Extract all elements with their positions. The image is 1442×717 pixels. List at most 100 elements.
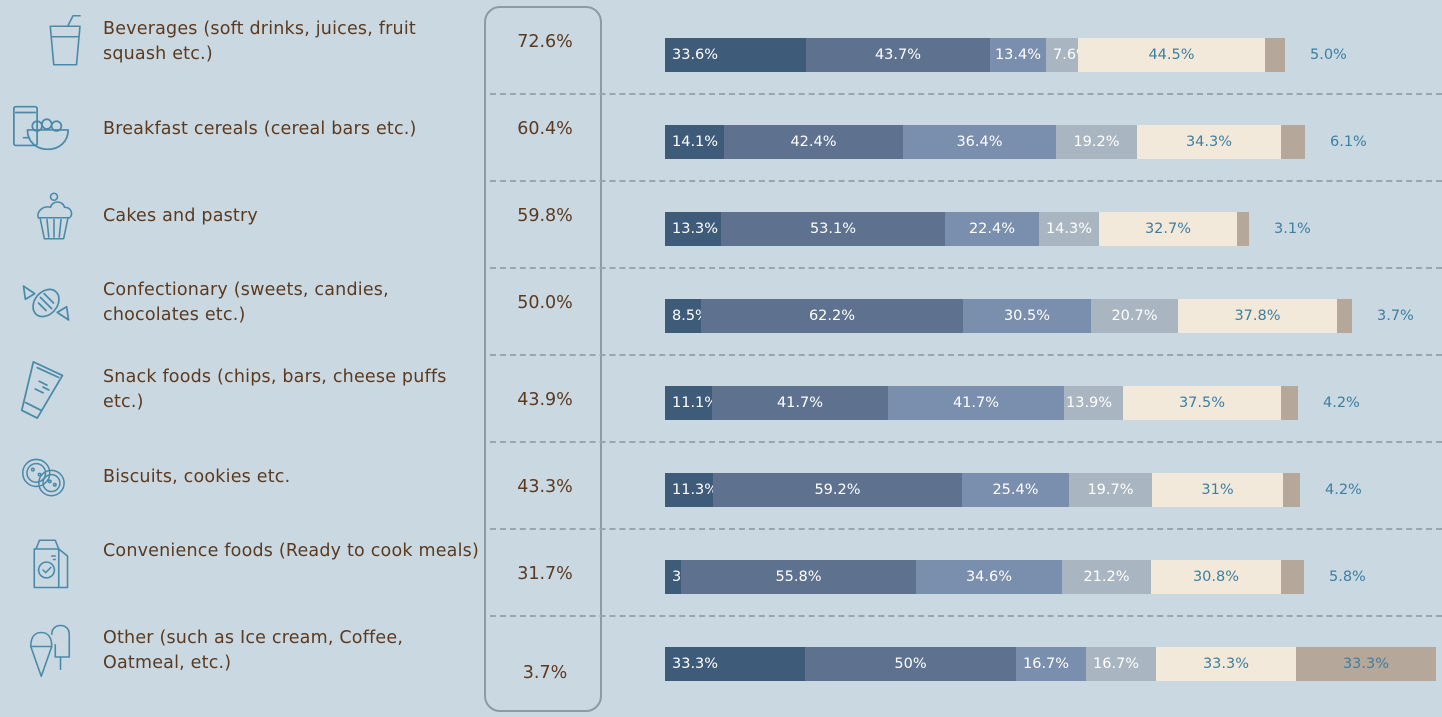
category-share: 3.7% bbox=[522, 663, 568, 683]
category-share: 60.4% bbox=[517, 119, 573, 139]
bar-segment: 55.8% bbox=[681, 560, 916, 594]
candy-icon bbox=[22, 285, 70, 321]
bar-segment: 11.3% bbox=[665, 473, 718, 507]
category-label: Convenience foods (Ready to cook meals) bbox=[103, 541, 479, 561]
bar-segment: 11.1% bbox=[665, 386, 718, 420]
ice-cream-icon bbox=[29, 624, 71, 678]
category-label: Cakes and pastry bbox=[103, 206, 258, 226]
bar-segment bbox=[1281, 560, 1304, 594]
category-share: 31.7% bbox=[517, 564, 573, 584]
cup-icon bbox=[38, 14, 94, 70]
category-row: Snack foods (chips, bars, cheese puffs e… bbox=[0, 348, 1442, 435]
category-label: Biscuits, cookies etc. bbox=[103, 467, 291, 487]
bar-segment bbox=[1281, 386, 1298, 420]
bar-segment: 3.8% bbox=[665, 560, 709, 594]
category-row: Beverages (soft drinks, juices, fruit sq… bbox=[0, 0, 1442, 87]
bar-segment: 16.7% bbox=[1016, 647, 1086, 681]
category-row: Convenience foods (Ready to cook meals) 3… bbox=[0, 522, 1442, 609]
bar-segment: 33.6% bbox=[665, 38, 806, 72]
bar-segment: 37.8% bbox=[1178, 299, 1337, 333]
category-row: Cakes and pastry 59.8% 13.3% 53.1% 22.4% 14.3… bbox=[0, 174, 1442, 261]
bar-segment: 19.2% bbox=[1056, 125, 1137, 159]
bar-segment: 33.3% bbox=[1156, 647, 1296, 681]
bar-segment: 37.5% bbox=[1123, 386, 1281, 420]
bar-segment: 36.4% bbox=[903, 125, 1056, 159]
category-share: 50.0% bbox=[517, 293, 573, 313]
tail-value: 5.8% bbox=[1329, 569, 1366, 585]
food-bag-icon bbox=[33, 539, 69, 589]
category-row: Other (such as Ice cream, Coffee, Oatmea… bbox=[0, 609, 1442, 696]
bar-segment: 41.7% bbox=[888, 386, 1064, 420]
bar-segment: 42.4% bbox=[724, 125, 903, 159]
row-divider bbox=[490, 267, 1442, 269]
row-divider bbox=[490, 441, 1442, 443]
cupcake-icon bbox=[37, 192, 73, 240]
bar-segment bbox=[1337, 299, 1352, 333]
bar-segment: 30.8% bbox=[1151, 560, 1281, 594]
ice-cream-icon bbox=[22, 617, 78, 683]
bar-segment: 33.3% bbox=[665, 647, 805, 681]
candy-icon bbox=[16, 273, 76, 333]
bar-segment bbox=[1265, 38, 1285, 72]
category-row: Breakfast cereals (cereal bars etc.) 60.4… bbox=[0, 87, 1442, 174]
bar-segment: 53.1% bbox=[721, 212, 945, 246]
snack-bar-icon bbox=[14, 358, 76, 420]
tail-value: 6.1% bbox=[1330, 134, 1367, 150]
cupcake-icon bbox=[26, 186, 82, 246]
tail-value: 5.0% bbox=[1310, 47, 1347, 63]
bar-segment: 7.6% bbox=[1046, 38, 1090, 72]
category-share: 72.6% bbox=[517, 32, 573, 52]
category-label: Other (such as Ice cream, Coffee, Oatmea… bbox=[103, 628, 404, 673]
category-label: Confectionary (sweets, candies, chocolat… bbox=[103, 280, 389, 325]
bar-segment bbox=[1281, 125, 1305, 159]
share-column-frame bbox=[484, 6, 602, 712]
bar-segment: 59.2% bbox=[713, 473, 962, 507]
cookies-icon bbox=[21, 458, 65, 497]
tail-value: 4.2% bbox=[1323, 395, 1360, 411]
bar-segment: 43.7% bbox=[806, 38, 990, 72]
bar-segment: 34.6% bbox=[916, 560, 1062, 594]
food-bag-icon bbox=[22, 532, 78, 594]
bar-segment: 44.5% bbox=[1078, 38, 1265, 72]
bar-segment: 16.7% bbox=[1086, 647, 1156, 681]
row-divider bbox=[490, 180, 1442, 182]
bar-segment: 14.3% bbox=[1039, 212, 1099, 246]
bar-segment: 30.5% bbox=[963, 299, 1091, 333]
bar-segment: 21.2% bbox=[1062, 560, 1151, 594]
category-share: 43.3% bbox=[517, 477, 573, 497]
row-divider bbox=[490, 354, 1442, 356]
cookies-icon bbox=[12, 451, 74, 505]
bar-segment: 13.3% bbox=[665, 212, 721, 246]
snack-bar-icon bbox=[20, 361, 64, 419]
bar-segment: 50% bbox=[805, 647, 1016, 681]
bar-segment: 8.5% bbox=[665, 299, 709, 333]
tail-value: 3.1% bbox=[1274, 221, 1311, 237]
bar-segment: 13.4% bbox=[990, 38, 1046, 72]
category-label: Breakfast cereals (cereal bars etc.) bbox=[103, 119, 417, 139]
bar-segment bbox=[1237, 212, 1249, 246]
bar-segment: 41.7% bbox=[712, 386, 888, 420]
cereal-bowl-icon bbox=[13, 105, 69, 151]
category-label: Snack foods (chips, bars, cheese puffs e… bbox=[103, 367, 447, 412]
tail-value: 4.2% bbox=[1325, 482, 1362, 498]
bar-segment: 20.7% bbox=[1091, 299, 1178, 333]
bar-segment: 13.9% bbox=[1064, 386, 1123, 420]
bar-segment: 32.7% bbox=[1099, 212, 1237, 246]
bar-segment: 62.2% bbox=[701, 299, 963, 333]
bar-segment: 31% bbox=[1152, 473, 1283, 507]
category-share: 43.9% bbox=[517, 390, 573, 410]
tail-value: 3.7% bbox=[1377, 308, 1414, 324]
row-divider bbox=[490, 615, 1442, 617]
category-share: 59.8% bbox=[517, 206, 573, 226]
bar-segment: 34.3% bbox=[1137, 125, 1281, 159]
bar-segment bbox=[1283, 473, 1300, 507]
cereal-bowl-icon bbox=[8, 97, 74, 159]
bar-segment: 19.7% bbox=[1069, 473, 1152, 507]
category-row: Biscuits, cookies etc. 43.3% 11.3% 59.2% 25.… bbox=[0, 435, 1442, 522]
category-row: Confectionary (sweets, candies, chocolat… bbox=[0, 261, 1442, 348]
category-label: Beverages (soft drinks, juices, fruit sq… bbox=[103, 19, 416, 64]
row-divider bbox=[490, 93, 1442, 95]
row-divider bbox=[490, 528, 1442, 530]
cup-icon bbox=[49, 14, 81, 66]
bar-segment: 22.4% bbox=[945, 212, 1039, 246]
